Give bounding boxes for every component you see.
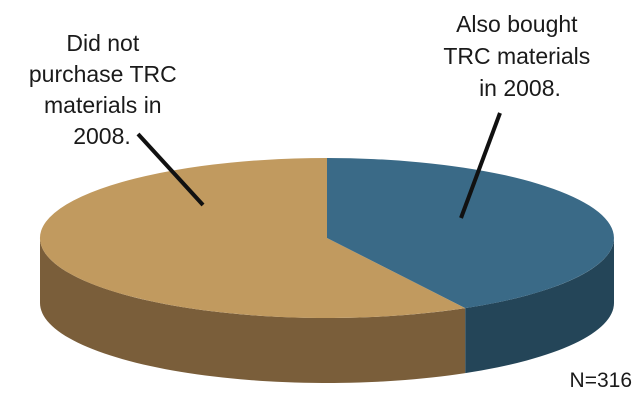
pie-top — [39, 158, 614, 318]
slice-top-did-not-purchase — [39, 158, 466, 318]
label-line: purchase TRC — [29, 61, 177, 87]
label-also-bought: Also bought TRC materials in 2008. — [443, 11, 596, 101]
leader-line-did-not-purchase — [136, 132, 205, 207]
label-did-not-purchase: Did not purchase TRC materials in 2008. — [29, 30, 183, 149]
label-line: Also bought — [456, 11, 578, 37]
label-line: in 2008. — [479, 75, 561, 101]
slice-top-also-bought — [327, 158, 614, 309]
slice-side-also-bought — [465, 238, 614, 374]
sample-size-note: N=316 — [570, 369, 632, 392]
label-line: Did not — [66, 30, 139, 56]
slice-side-did-not-purchase — [40, 238, 466, 383]
leader-line-also-bought — [459, 112, 502, 219]
label-line: materials in — [44, 92, 162, 118]
pie-sides — [40, 238, 614, 383]
label-line: 2008. — [73, 123, 131, 149]
label-line: TRC materials — [443, 43, 590, 69]
